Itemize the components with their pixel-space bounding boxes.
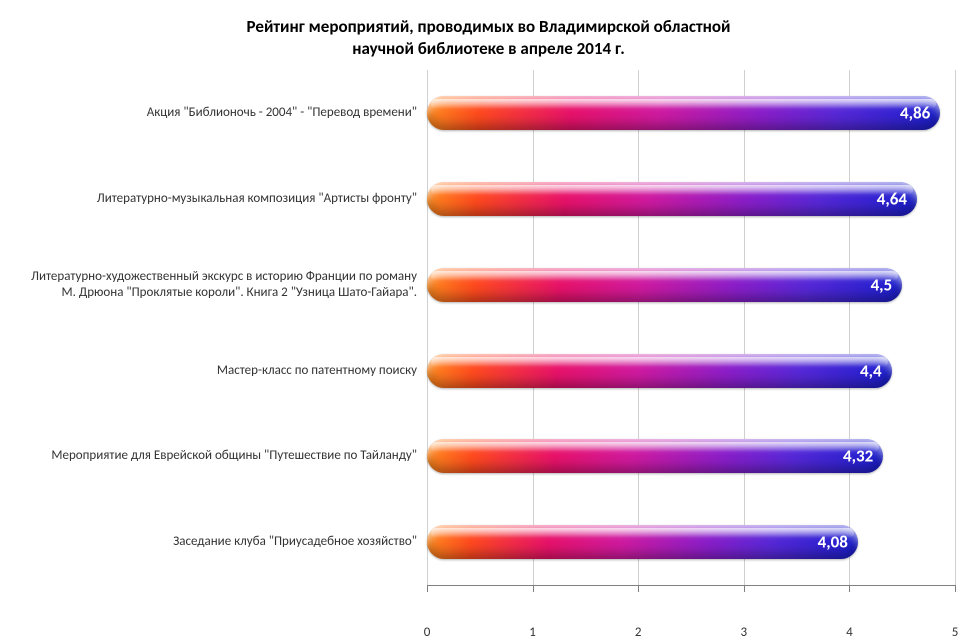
chart-title-line1: Рейтинг мероприятий, проводимых во Влади…	[247, 16, 731, 37]
chart-title: Рейтинг мероприятий, проводимых во Влади…	[22, 16, 955, 60]
bar-row: 4,32	[427, 439, 883, 473]
x-tick-label: 1	[529, 625, 536, 640]
bar-row: 4,5	[427, 268, 902, 302]
chart-title-line2: научной библиотеке в апреле 2014 г.	[352, 38, 625, 59]
x-axis-spacer	[22, 586, 427, 616]
gridline	[533, 70, 534, 585]
bar: 4,64	[427, 182, 917, 216]
x-tick-label: 2	[635, 625, 642, 640]
gridline	[849, 70, 850, 585]
bar: 4,4	[427, 354, 892, 388]
x-tick-label: 3	[741, 625, 748, 640]
bar-row: 4,64	[427, 182, 917, 216]
bar-value-label: 4,32	[843, 446, 873, 467]
bar: 4,08	[427, 525, 858, 559]
bar: 4,5	[427, 268, 902, 302]
category-label: Акция "Библионочь - 2004" - "Перевод вре…	[22, 105, 417, 121]
bar-value-label: 4,4	[860, 360, 882, 381]
bar-value-label: 4,64	[877, 188, 907, 209]
category-label: Заседание клуба "Приусадебное хозяйство"	[22, 534, 417, 550]
category-label: Мастер-класс по патентному поиску	[22, 362, 417, 378]
bar: 4,86	[427, 96, 940, 130]
gridline	[427, 70, 428, 585]
bar-row: 4,08	[427, 525, 858, 559]
bar-row: 4,86	[427, 96, 940, 130]
gridline	[955, 70, 956, 585]
category-label: Мероприятие для Еврейской общины "Путеше…	[22, 448, 417, 464]
gridline	[744, 70, 745, 585]
x-tick-label: 5	[952, 625, 959, 640]
x-tick-label: 0	[424, 625, 431, 640]
x-tick-label: 4	[846, 625, 853, 640]
bar-value-label: 4,86	[900, 103, 930, 124]
x-tick	[955, 585, 956, 592]
bar-value-label: 4,08	[818, 532, 848, 553]
events-rating-chart: Рейтинг мероприятий, проводимых во Влади…	[0, 0, 977, 634]
bar: 4,32	[427, 439, 883, 473]
category-label: Литературно-музыкальная композиция "Арти…	[22, 191, 417, 207]
bar-row: 4,4	[427, 354, 892, 388]
x-axis-row: 012345	[22, 586, 955, 616]
plot-area: Акция "Библионочь - 2004" - "Перевод вре…	[22, 70, 955, 586]
category-label: Литературно-художественный экскурс в ист…	[22, 269, 417, 302]
gridline	[638, 70, 639, 585]
bar-value-label: 4,5	[871, 274, 893, 295]
category-labels-column: Акция "Библионочь - 2004" - "Перевод вре…	[22, 70, 427, 586]
bars-column: 4,86 4,64 4,5 4,4 4,32 4,08	[427, 70, 955, 586]
x-axis-ticks: 012345	[427, 586, 955, 616]
